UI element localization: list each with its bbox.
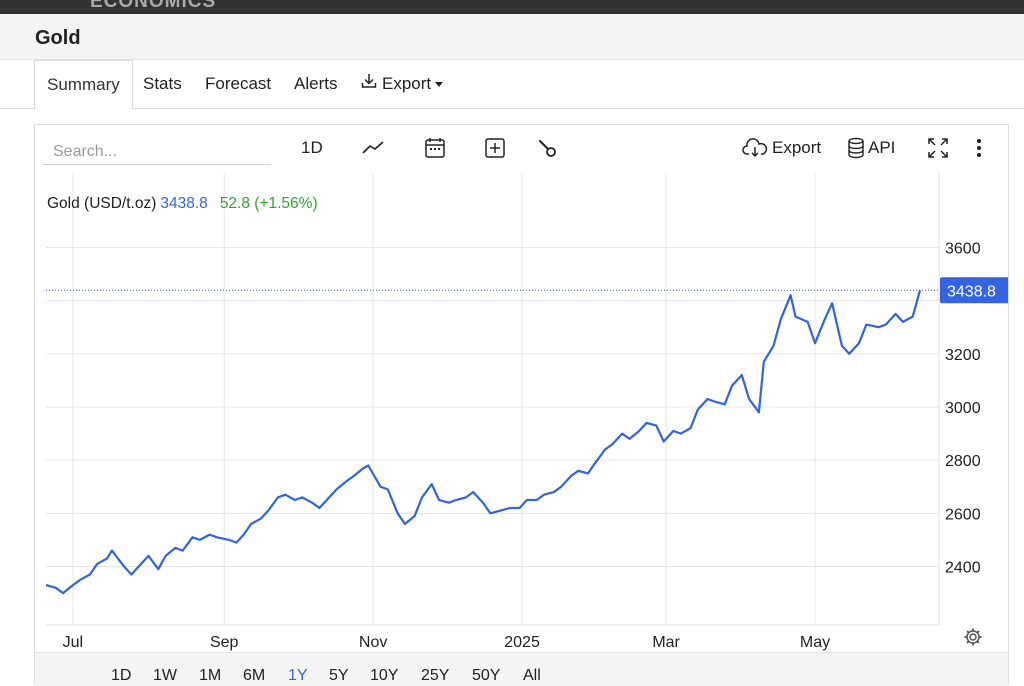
range-5y[interactable]: 5Y [329, 667, 349, 684]
page-title: Gold [35, 27, 81, 49]
settings-gear-icon[interactable] [963, 627, 983, 652]
chart-area[interactable]: 2400 2600 2800 3000 3200 3600 Jul Sep Nov 2025 Mar… [35, 125, 1008, 655]
tab-alerts[interactable]: Alerts [294, 60, 337, 109]
price-chart[interactable]: 2400 2600 2800 3000 3200 3600 Jul Sep Nov 2025 Mar… [35, 125, 1008, 655]
range-50y[interactable]: 50Y [472, 667, 501, 684]
x-tick-label: Jul [63, 634, 83, 651]
cloud-download-icon [742, 138, 768, 158]
api-button[interactable]: API [847, 135, 895, 161]
range-6m[interactable]: 6M [243, 667, 266, 684]
tab-summary[interactable]: Summary [34, 60, 133, 110]
legend-series-name: Gold (USD/t.oz) [47, 195, 157, 212]
top-nav-bar: ECONOMICS [0, 0, 1024, 14]
range-all[interactable]: All [523, 667, 541, 684]
y-tick-label: 3200 [945, 347, 981, 364]
export-button[interactable]: Export [742, 135, 821, 161]
last-price-label: 3438.8 [947, 283, 996, 300]
range-selector: 1D 1W 1M 6M 1Y 5Y 10Y 25Y 50Y All [35, 652, 1008, 686]
y-tick-label: 2800 [945, 453, 981, 470]
calendar-icon[interactable] [424, 135, 446, 161]
api-label: API [868, 138, 896, 157]
wrench-icon[interactable] [537, 135, 559, 161]
line-chart-icon[interactable] [361, 135, 385, 161]
x-tick-label: Nov [359, 634, 387, 651]
range-1m[interactable]: 1M [199, 667, 222, 684]
chart-legend: Gold (USD/t.oz) 3438.8 52.8 (+1.56%) [47, 195, 318, 213]
brand-logo-text[interactable]: ECONOMICS [90, 0, 217, 12]
range-25y[interactable]: 25Y [421, 667, 450, 684]
last-price-tag: 3438.8 [940, 277, 1008, 304]
interval-label: 1D [301, 138, 323, 157]
export-label: Export [772, 138, 822, 157]
range-1d[interactable]: 1D [111, 667, 132, 684]
x-tick-label: 2025 [504, 634, 540, 651]
y-tick-label: 2600 [945, 506, 981, 523]
y-tick-label: 3600 [945, 240, 981, 257]
legend-price: 3438.8 [160, 195, 208, 212]
search-input[interactable] [43, 139, 271, 165]
y-tick-label: 3000 [945, 400, 981, 417]
compare-plus-icon[interactable] [484, 135, 506, 161]
interval-button[interactable]: 1D [301, 135, 323, 161]
gold-price-line [45, 290, 922, 595]
chevron-down-icon [435, 82, 444, 88]
range-1w[interactable]: 1W [153, 667, 177, 684]
x-tick-label: Mar [652, 634, 680, 651]
more-vertical-icon[interactable] [973, 135, 985, 161]
chart-toolbar: 1D Export API [35, 125, 1008, 171]
range-1y[interactable]: 1Y [288, 667, 308, 684]
tab-export[interactable]: Export [360, 60, 444, 109]
x-tick-label: Sep [210, 634, 239, 651]
tab-stats[interactable]: Stats [143, 60, 182, 109]
legend-change-pct: (+1.56%) [254, 195, 318, 212]
tab-bar: Summary Stats Forecast Alerts Export [0, 60, 1024, 110]
fullscreen-icon[interactable] [926, 135, 950, 161]
download-icon [360, 61, 378, 109]
range-10y[interactable]: 10Y [370, 667, 399, 684]
legend-change: 52.8 (+1.56%) [220, 195, 318, 212]
legend-change-value: 52.8 [219, 195, 250, 212]
x-tick-label: May [800, 634, 830, 651]
page-header: Gold [0, 14, 1024, 60]
tab-export-label: Export [382, 74, 432, 93]
last-price-tag-bg [940, 277, 1008, 304]
chart-panel: 2400 2600 2800 3000 3200 3600 Jul Sep Nov 2025 Mar… [34, 124, 1009, 686]
y-tick-label: 2400 [945, 560, 981, 577]
tab-stats-label: Stats [143, 74, 182, 93]
database-icon [847, 137, 865, 159]
tab-summary-label: Summary [47, 75, 120, 94]
tab-alerts-label: Alerts [294, 74, 338, 93]
tab-forecast[interactable]: Forecast [205, 60, 271, 109]
tab-forecast-label: Forecast [205, 74, 272, 93]
